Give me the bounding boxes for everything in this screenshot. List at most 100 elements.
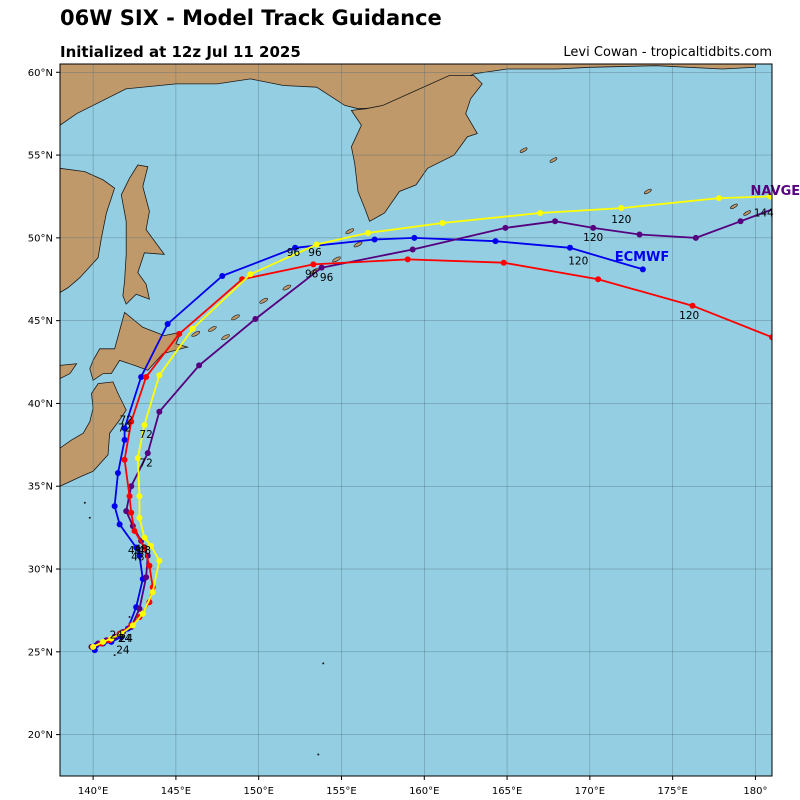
aleutian-island [549,157,558,163]
model-4-track-point [189,325,196,332]
model-3-hour-label: 72 [118,423,131,435]
ecmwf-track-point [219,272,226,279]
ecmwf-hour-label: 48 [131,552,144,564]
longitude-tick-label: 145°E [161,786,191,797]
plot-frame [59,63,773,777]
map-title: 06W SIX - Model Track Guidance [60,6,442,30]
model-4-track-point [129,622,136,629]
model-4-track-point [364,229,371,236]
longitude-tick-label: 150°E [243,786,273,797]
longitude-tick-label: 155°E [326,786,356,797]
ecmwf-track-point [492,238,499,245]
kuril-island [353,241,363,248]
kuril-island [282,284,292,291]
axis-ticks: 140°E 145°E 150°E 155°E 160°E 165°E 170°E 175°E… [28,68,768,797]
model-tracks [88,193,772,654]
longitude-tick-label: 175°E [657,786,687,797]
model-3-track-point [128,418,135,425]
ecmwf-track-point [411,234,418,241]
ecmwf-track-point [138,373,145,380]
model-4-track-point [716,195,723,202]
model-3-track-point [143,373,150,380]
navgem-track-point [318,264,325,271]
model-3-track-point [128,509,135,516]
model-4-track-point [148,542,155,549]
latitude-tick-label: 45°N [28,316,53,327]
model-4-track-point [139,610,146,617]
latitude-tick-label: 50°N [28,233,53,244]
small-island [128,616,131,619]
sakhalin-landmass [120,164,166,305]
navgem-track-point [196,362,203,369]
navgem-hour-label: 72 [139,457,152,469]
aleutian-island [643,188,652,195]
small-island [317,753,320,756]
kuril-island [221,334,230,341]
model-3-track-point [121,456,128,463]
model-3-track-point [769,334,772,341]
model-3-track-point [500,259,507,266]
ecmwf-track-point [121,436,128,443]
land-layer [60,64,756,756]
model-3-hour-label: 24 [110,630,124,642]
small-island [322,662,325,665]
latitude-tick-label: 35°N [28,482,53,493]
model-4-track-point [156,557,163,564]
navgem-track-point [409,246,416,253]
small-island [83,501,86,504]
navgem-track-point [144,450,151,457]
navgem-hour-label: 48 [138,545,151,557]
model-4-track-point [618,205,625,212]
ecmwf-track-point [114,469,121,476]
navgem-track-point [552,218,559,225]
navgem-track-point [636,231,643,238]
latitude-tick-label: 60°N [28,68,53,79]
model-3-hour-label: 96 [305,269,319,281]
ecmwf-track-point [639,266,646,273]
latitude-tick-label: 55°N [28,151,53,162]
model-3-track-point [131,527,138,534]
small-island [88,516,91,519]
navgem-track-point [143,574,150,581]
navgem-track-point [737,218,744,225]
small-island [113,654,116,657]
aleutian-island [519,147,528,153]
model-3-track-point [595,276,602,283]
aleutian-island [730,203,738,210]
model-3-track-point [146,562,153,569]
model-4-track-point [134,455,141,462]
model-4-track-point [108,635,115,642]
model-4-track-point [247,271,254,278]
kuril-island [259,297,269,304]
ecmwf-model-label: ECMWF [615,250,670,265]
model-3-hour-label: 120 [679,310,699,322]
latitude-tick-label: 20°N [28,730,53,741]
navgem-model-label: NAVGEM [750,184,800,199]
ecmwf-track-point [121,425,128,432]
latitude-tick-label: 40°N [28,399,53,410]
init-time-subtitle: Initialized at 12z Jul 11 2025 [60,43,301,61]
kuril-island [207,326,217,332]
navgem-hour-label: 144 [754,207,774,219]
latitude-tick-label: 25°N [28,647,53,658]
model-4-hour-label: 24 [118,633,132,645]
navgem-track-point [136,605,143,612]
model-4-track-point [100,638,107,645]
navgem-track-point [252,315,259,322]
navgem-track-point [123,508,130,515]
grid-lines [60,64,772,776]
kuril-island [191,331,201,337]
model-4-track-point [156,372,163,379]
ecmwf-hour-label: 96 [308,247,322,259]
model-4-track-point [141,421,148,428]
credit-text: Levi Cowan - tropicaltidbits.com [563,45,772,60]
latitude-tick-label: 30°N [28,565,53,576]
model-3-track-point [141,544,148,551]
model-4-track-point [439,219,446,226]
kuril-island [345,228,355,235]
navgem-track-point [590,224,597,231]
model-4-track-point [136,493,143,500]
model-4-hour-label: 72 [139,429,152,441]
ecmwf-track-point [164,320,171,327]
